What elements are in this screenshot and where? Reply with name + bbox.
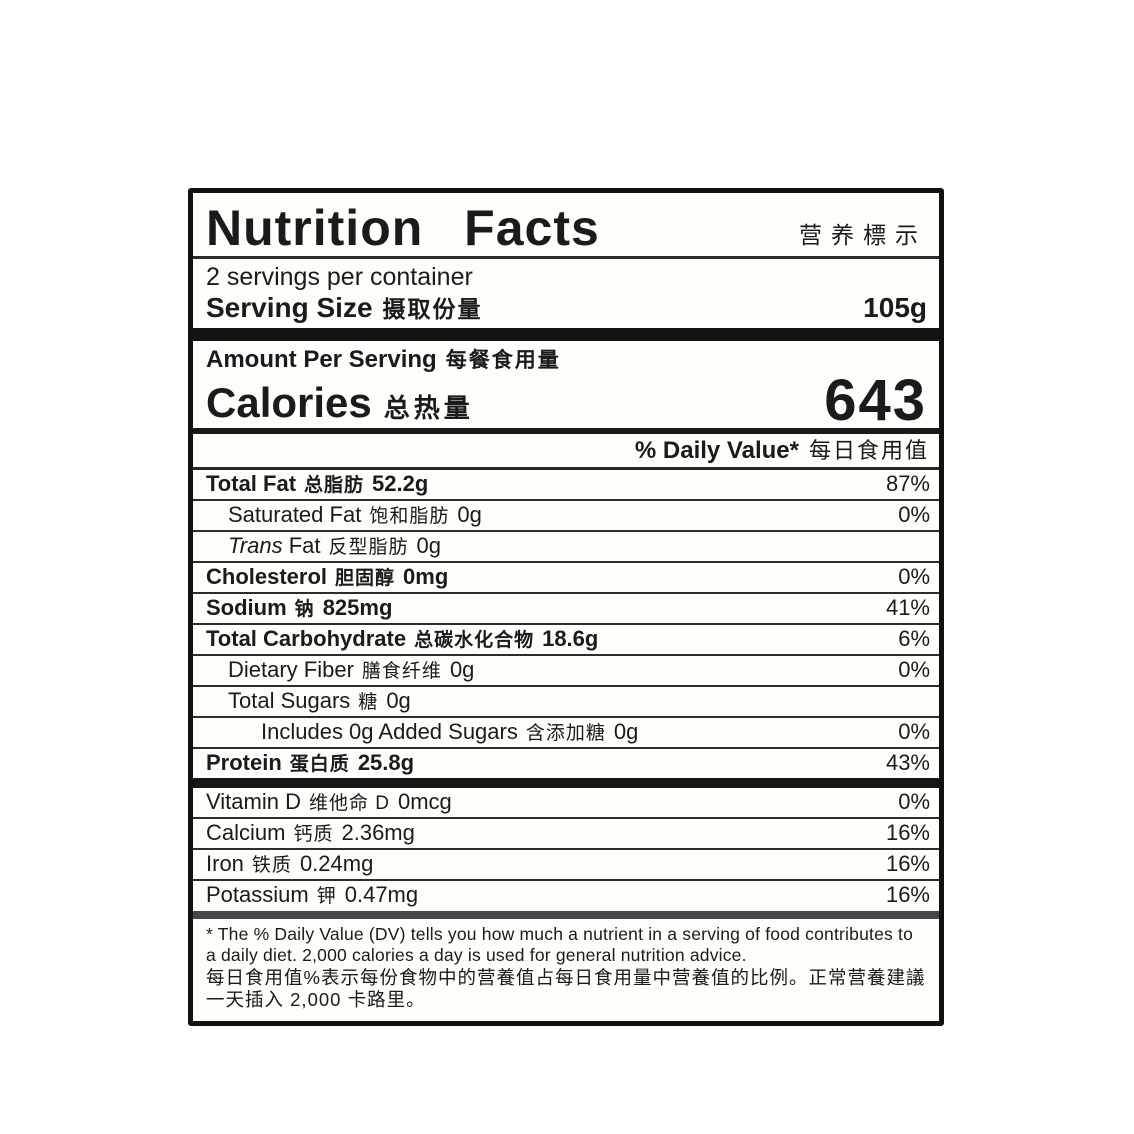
- nutrient-dv: 0%: [898, 789, 930, 814]
- nutrition-label: Nutrition Facts 营养標示 2 servings per cont…: [188, 188, 944, 1026]
- calories-label: Calories: [206, 379, 372, 426]
- nutrient-amount: 0g: [457, 502, 482, 527]
- serving-size-label: Serving Size: [206, 292, 373, 323]
- nutrient-row: Protein 蛋白质 25.8g 43%: [193, 749, 939, 778]
- footnote-en: * The % Daily Value (DV) tells you how m…: [206, 924, 914, 965]
- serving-size-divider-bar: [193, 328, 939, 341]
- nutrient-dv: 6%: [898, 626, 930, 651]
- nutrient-zh: 含添加糖: [525, 723, 606, 744]
- nutrient-name: Includes 0g Added Sugars: [261, 719, 518, 744]
- nutrient-zh: 反型脂肪: [328, 537, 409, 558]
- nutrient-amount: 18.6g: [542, 626, 599, 651]
- nutrient-dv: 0%: [898, 502, 930, 527]
- nutrient-row: Cholesterol 胆固醇 0mg 0%: [193, 563, 939, 594]
- serving-size-value: 105g: [863, 292, 927, 323]
- footnote-zh: 每日食用值%表示每份食物中的营養值占每日食用量中营養值的比例。正常营養建議一天插…: [206, 967, 926, 1010]
- servings-per-container: 2 servings per container: [206, 263, 473, 291]
- nutrient-row: Saturated Fat 饱和脂肪 0g 0%: [193, 501, 939, 532]
- nutrient-zh: 钙质: [293, 824, 334, 845]
- calories-divider: [193, 428, 939, 434]
- calories-zh: 总热量: [383, 393, 474, 423]
- nutrient-name: Dietary Fiber: [228, 657, 354, 682]
- nutrient-dv: 16%: [885, 851, 930, 876]
- nutrient-row: Total Carbohydrate 总碳水化合物 18.6g 6%: [193, 625, 939, 656]
- nutrient-dv: 16%: [885, 882, 930, 907]
- nutrient-amount: 0.47mg: [344, 882, 419, 907]
- amount-per-serving-label: Amount Per Serving: [206, 346, 437, 373]
- nutrient-name: Total Sugars: [228, 688, 351, 713]
- nutrient-zh: 维他命 D: [308, 793, 390, 814]
- nutrient-row: Trans Fat 反型脂肪 0g: [193, 532, 939, 563]
- nutrient-name: Saturated Fat: [228, 502, 362, 527]
- calories-row: Calories 总热量 643: [193, 368, 939, 433]
- nutrient-name: Potassium: [206, 882, 309, 907]
- nutrient-dv: 87%: [885, 471, 930, 496]
- nutrient-row: Potassium 钾 0.47mg 16%: [193, 881, 939, 910]
- serving-size-row: Serving Size 摄取份量 105g: [193, 292, 939, 325]
- nutrient-amount: 0g: [416, 533, 442, 558]
- nutrient-row: Vitamin D 维他命 D 0mcg 0%: [193, 788, 939, 819]
- nutrient-name: Sodium: [206, 595, 287, 620]
- nutrient-zh: 胆固醇: [335, 568, 396, 589]
- nutrient-dv: 41%: [885, 595, 930, 620]
- nutrient-dv: 0%: [898, 719, 930, 744]
- nutrient-name: Iron: [206, 851, 244, 876]
- nutrient-amount: 0.24mg: [299, 851, 374, 876]
- nutrient-row: Total Sugars 糖 0g: [193, 687, 939, 718]
- nutrient-name: Cholesterol: [206, 564, 328, 589]
- label-header: Nutrition Facts 营养標示: [193, 199, 939, 253]
- vitamins-divider-bar: [193, 778, 939, 788]
- nutrient-zh: 糖: [358, 692, 379, 713]
- nutrient-dv: 43%: [885, 750, 930, 775]
- nutrient-amount: 0g: [386, 688, 411, 713]
- nutrient-name-italic: Trans: [228, 533, 289, 558]
- nutrient-zh: 膳食纤维: [361, 661, 442, 682]
- vitamin-rows: Vitamin D 维他命 D 0mcg 0% Calcium 钙质 2.36mg 16% Ir…: [193, 788, 939, 910]
- nutrient-zh: 蛋白质: [289, 754, 350, 775]
- nutrient-row: Includes 0g Added Sugars 含添加糖 0g 0%: [193, 718, 939, 749]
- label-title-zh: 营养標示: [799, 222, 927, 248]
- nutrient-name: Total Carbohydrate: [206, 626, 407, 651]
- nutrient-rows: Total Fat 总脂肪 52.2g 87% Saturated Fat 饱和脂肪 0g 0…: [193, 470, 939, 778]
- nutrient-amount: 0g: [613, 719, 639, 744]
- nutrient-amount: 0g: [449, 657, 475, 682]
- nutrient-zh: 铁质: [251, 855, 292, 876]
- nutrient-amount: 25.8g: [357, 750, 415, 775]
- footnote-divider-bar: [193, 911, 939, 919]
- nutrient-name: Vitamin D: [206, 789, 301, 814]
- amount-per-serving-row: Amount Per Serving 每餐食用量: [193, 341, 939, 375]
- daily-value-header-row: % Daily Value* 每日食用值: [193, 434, 939, 470]
- nutrient-name: Protein: [206, 750, 282, 775]
- footnote: * The % Daily Value (DV) tells you how m…: [193, 919, 939, 1013]
- nutrient-zh: 钾: [316, 886, 337, 907]
- nutrient-row: Dietary Fiber 膳食纤维 0g 0%: [193, 656, 939, 687]
- nutrient-name: Trans Fat: [228, 533, 321, 558]
- nutrient-dv: 16%: [885, 820, 930, 845]
- nutrient-row: Sodium 钠 825mg 41%: [193, 594, 939, 625]
- nutrient-dv: 0%: [898, 657, 930, 682]
- label-title: Nutrition Facts: [206, 200, 600, 256]
- nutrient-amount: 825mg: [322, 595, 393, 620]
- daily-value-header: % Daily Value*: [634, 437, 799, 464]
- nutrient-name: Total Fat: [206, 471, 297, 496]
- serving-size-zh: 摄取份量: [382, 296, 483, 322]
- nutrient-row: Iron 铁质 0.24mg 16%: [193, 850, 939, 881]
- nutrient-amount: 0mcg: [397, 789, 452, 814]
- calories-value: 643: [824, 368, 927, 433]
- nutrient-dv: 0%: [898, 564, 930, 589]
- nutrient-zh: 饱和脂肪: [369, 506, 450, 527]
- nutrient-amount: 2.36mg: [341, 820, 415, 845]
- nutrient-amount: 52.2g: [372, 471, 429, 496]
- header-divider: [193, 256, 939, 259]
- nutrient-row: Calcium 钙质 2.36mg 16%: [193, 819, 939, 850]
- nutrient-amount: 0mg: [403, 564, 449, 589]
- nutrient-zh: 钠: [294, 599, 315, 620]
- daily-value-header-zh: 每日食用值: [808, 438, 929, 463]
- nutrient-row: Total Fat 总脂肪 52.2g 87%: [193, 470, 939, 501]
- nutrient-name: Calcium: [206, 820, 286, 845]
- amount-per-serving-zh: 每餐食用量: [445, 349, 561, 372]
- nutrient-zh: 总脂肪: [304, 475, 365, 496]
- nutrient-zh: 总碳水化合物: [414, 630, 535, 651]
